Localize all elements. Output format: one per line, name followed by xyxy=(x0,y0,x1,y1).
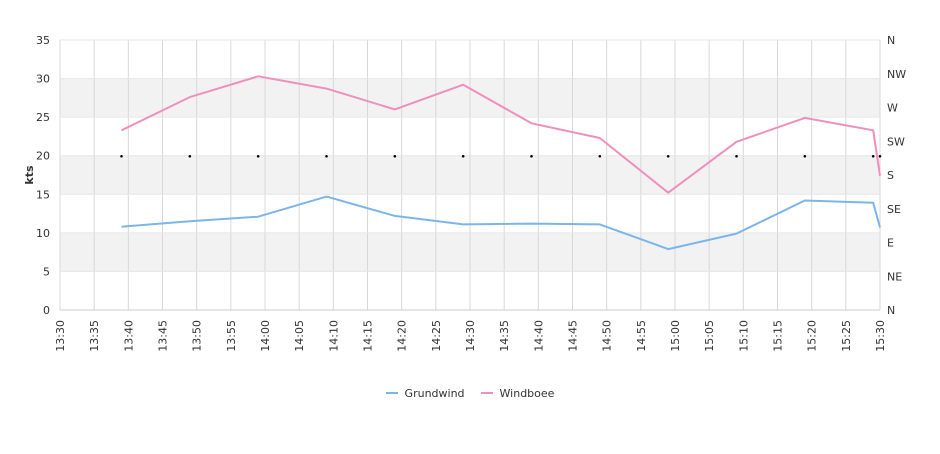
x-tick-label: 15:05 xyxy=(703,320,716,352)
direction-marker xyxy=(879,155,882,158)
direction-marker xyxy=(394,155,397,158)
direction-marker xyxy=(735,155,738,158)
direction-marker xyxy=(257,155,260,158)
legend-swatch xyxy=(481,392,493,394)
x-tick-label: 14:55 xyxy=(635,320,648,352)
direction-tick-label: E xyxy=(887,237,894,250)
y-axis-title: kts xyxy=(23,165,36,185)
y-tick-label: 0 xyxy=(43,304,50,317)
direction-tick-label: W xyxy=(887,102,898,115)
x-tick-label: 13:40 xyxy=(122,320,135,352)
direction-marker xyxy=(120,155,123,158)
x-tick-label: 13:35 xyxy=(88,320,101,352)
direction-tick-label: N xyxy=(887,34,895,47)
x-tick-label: 13:50 xyxy=(191,320,204,352)
x-tick-label: 14:00 xyxy=(259,320,272,352)
x-tick-label: 15:00 xyxy=(669,320,682,352)
direction-marker xyxy=(872,155,875,158)
direction-marker xyxy=(804,155,807,158)
legend-item-windboee[interactable]: Windboee xyxy=(481,387,555,400)
x-tick-label: 14:45 xyxy=(567,320,580,352)
direction-tick-label: N xyxy=(887,304,895,317)
y-tick-label: 10 xyxy=(36,227,50,240)
legend-label: Grundwind xyxy=(405,387,465,400)
legend-item-grundwind[interactable]: Grundwind xyxy=(386,387,465,400)
x-tick-label: 15:15 xyxy=(772,320,785,352)
x-tick-label: 13:55 xyxy=(225,320,238,352)
x-tick-label: 14:25 xyxy=(430,320,443,352)
x-tick-label: 13:45 xyxy=(157,320,170,352)
y-tick-label: 30 xyxy=(36,73,50,86)
x-tick-label: 13:30 xyxy=(54,320,67,352)
legend-swatch xyxy=(386,392,398,394)
x-tick-label: 14:10 xyxy=(327,320,340,352)
x-tick-label: 14:15 xyxy=(362,320,375,352)
direction-tick-label: NW xyxy=(887,68,906,81)
x-tick-label: 14:30 xyxy=(464,320,477,352)
y-tick-label: 25 xyxy=(36,111,50,124)
legend-label: Windboee xyxy=(500,387,555,400)
direction-marker xyxy=(189,155,192,158)
direction-marker xyxy=(530,155,533,158)
x-tick-label: 15:25 xyxy=(840,320,853,352)
direction-tick-label: SE xyxy=(887,203,901,216)
y-tick-label: 5 xyxy=(43,265,50,278)
direction-marker xyxy=(462,155,465,158)
x-tick-label: 14:40 xyxy=(532,320,545,352)
x-tick-label: 15:20 xyxy=(806,320,819,352)
x-tick-label: 14:20 xyxy=(396,320,409,352)
legend: Grundwind Windboee xyxy=(0,384,940,400)
y-tick-label: 35 xyxy=(36,34,50,47)
x-tick-label: 14:35 xyxy=(498,320,511,352)
direction-marker xyxy=(599,155,602,158)
x-tick-label: 14:50 xyxy=(601,320,614,352)
x-tick-label: 15:10 xyxy=(737,320,750,352)
y-tick-label: 20 xyxy=(36,150,50,163)
direction-tick-label: SW xyxy=(887,135,905,148)
direction-marker xyxy=(325,155,328,158)
x-tick-label: 15:30 xyxy=(874,320,887,352)
y-tick-label: 15 xyxy=(36,188,50,201)
direction-marker xyxy=(667,155,670,158)
direction-tick-label: S xyxy=(887,169,894,182)
direction-tick-label: NE xyxy=(887,270,902,283)
x-tick-label: 14:05 xyxy=(293,320,306,352)
